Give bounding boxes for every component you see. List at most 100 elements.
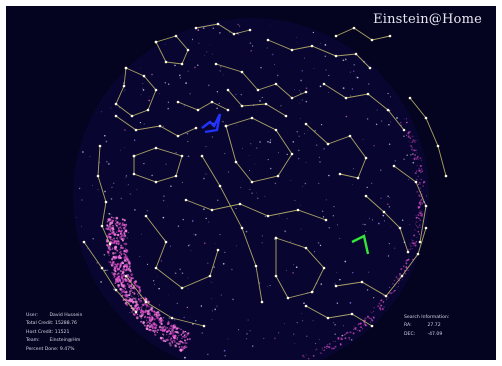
- star: [179, 74, 181, 77]
- stream-particle: [117, 243, 120, 246]
- star: [242, 148, 244, 150]
- stream-particle: [119, 233, 122, 235]
- star: [319, 161, 321, 163]
- stream-particle: [416, 237, 418, 239]
- constellation-star: [368, 66, 372, 70]
- star: [349, 71, 351, 73]
- star: [389, 96, 392, 98]
- star: [318, 156, 321, 159]
- constellation-star: [124, 66, 128, 70]
- star: [387, 195, 389, 197]
- star: [284, 230, 287, 233]
- constellation-star: [322, 82, 326, 86]
- star: [413, 141, 415, 142]
- stream-particle: [420, 214, 423, 217]
- stream-particle: [402, 265, 404, 267]
- stream-particle: [182, 346, 186, 350]
- constellation-star: [132, 172, 136, 176]
- star: [342, 325, 344, 327]
- stream-particle: [343, 334, 345, 336]
- star: [245, 230, 248, 233]
- star: [328, 226, 331, 229]
- stream-particle: [327, 344, 328, 346]
- star: [403, 241, 406, 244]
- stream-particle: [132, 277, 135, 280]
- stream-particle: [358, 329, 361, 332]
- stream-particle: [140, 306, 143, 309]
- stream-particle: [176, 331, 180, 334]
- stream-particle: [171, 327, 175, 330]
- star: [246, 333, 248, 335]
- constellation-star: [234, 160, 238, 164]
- constellation-star: [104, 200, 108, 204]
- star: [305, 161, 307, 163]
- star: [382, 214, 385, 217]
- star: [352, 272, 354, 274]
- stream-particle: [408, 134, 410, 137]
- star: [250, 49, 253, 52]
- stream-particle: [128, 297, 130, 299]
- celestial-sphere: [73, 18, 448, 360]
- observatory-marker-green: [351, 234, 370, 255]
- constellation-star: [184, 198, 188, 202]
- star: [103, 253, 106, 256]
- stream-particle: [133, 292, 136, 295]
- stream-particle: [119, 279, 122, 282]
- constellation-star: [154, 146, 158, 150]
- constellation-star: [202, 324, 206, 328]
- star: [220, 66, 222, 68]
- constellation-star: [218, 184, 222, 188]
- ra-value: 27.72: [427, 323, 441, 329]
- stream-particle: [121, 239, 124, 242]
- stream-particle: [146, 316, 149, 319]
- star: [148, 96, 150, 97]
- stream-particle: [146, 319, 148, 321]
- star: [320, 123, 323, 126]
- star: [232, 298, 234, 301]
- star: [213, 265, 215, 267]
- star: [239, 25, 241, 27]
- constellation-star: [310, 44, 314, 48]
- stream-particle: [171, 331, 175, 335]
- stream-particle: [155, 326, 157, 328]
- stream-particle: [421, 202, 424, 205]
- stream-particle: [111, 239, 114, 241]
- user-row: User: David Hussein: [26, 313, 83, 318]
- stream-particle: [123, 232, 126, 235]
- star: [143, 123, 145, 125]
- stream-particle: [114, 268, 116, 270]
- stream-particle: [405, 266, 408, 269]
- star: [205, 146, 207, 148]
- stream-particle: [153, 329, 156, 333]
- star: [212, 310, 213, 312]
- constellation-star: [398, 226, 402, 230]
- stream-particle: [114, 270, 117, 273]
- constellation-star: [370, 38, 374, 42]
- constellation-star: [384, 294, 388, 298]
- stream-particle: [420, 213, 423, 215]
- constellation-star: [322, 266, 326, 270]
- stream-particle: [149, 329, 153, 332]
- stream-particle: [170, 327, 172, 330]
- stream-particle: [171, 329, 174, 332]
- stream-particle: [180, 328, 182, 331]
- stream-particle: [398, 273, 402, 276]
- stream-particle: [151, 309, 154, 313]
- stream-particle: [172, 324, 175, 327]
- stream-particle: [178, 335, 180, 337]
- total-credit: 15288.76: [55, 321, 77, 327]
- constellation: [125, 275, 205, 327]
- constellation-star: [250, 180, 254, 184]
- stream-particle: [108, 254, 110, 256]
- star: [313, 67, 315, 69]
- star: [238, 329, 240, 331]
- constellation-star: [124, 274, 128, 278]
- stream-particle: [415, 178, 418, 181]
- stream-particle: [166, 327, 169, 329]
- constellation: [409, 97, 447, 177]
- star: [207, 353, 209, 355]
- constellation: [83, 241, 137, 313]
- stream-particle: [106, 220, 109, 223]
- stream-particle: [392, 282, 394, 285]
- stream-particle: [124, 230, 126, 233]
